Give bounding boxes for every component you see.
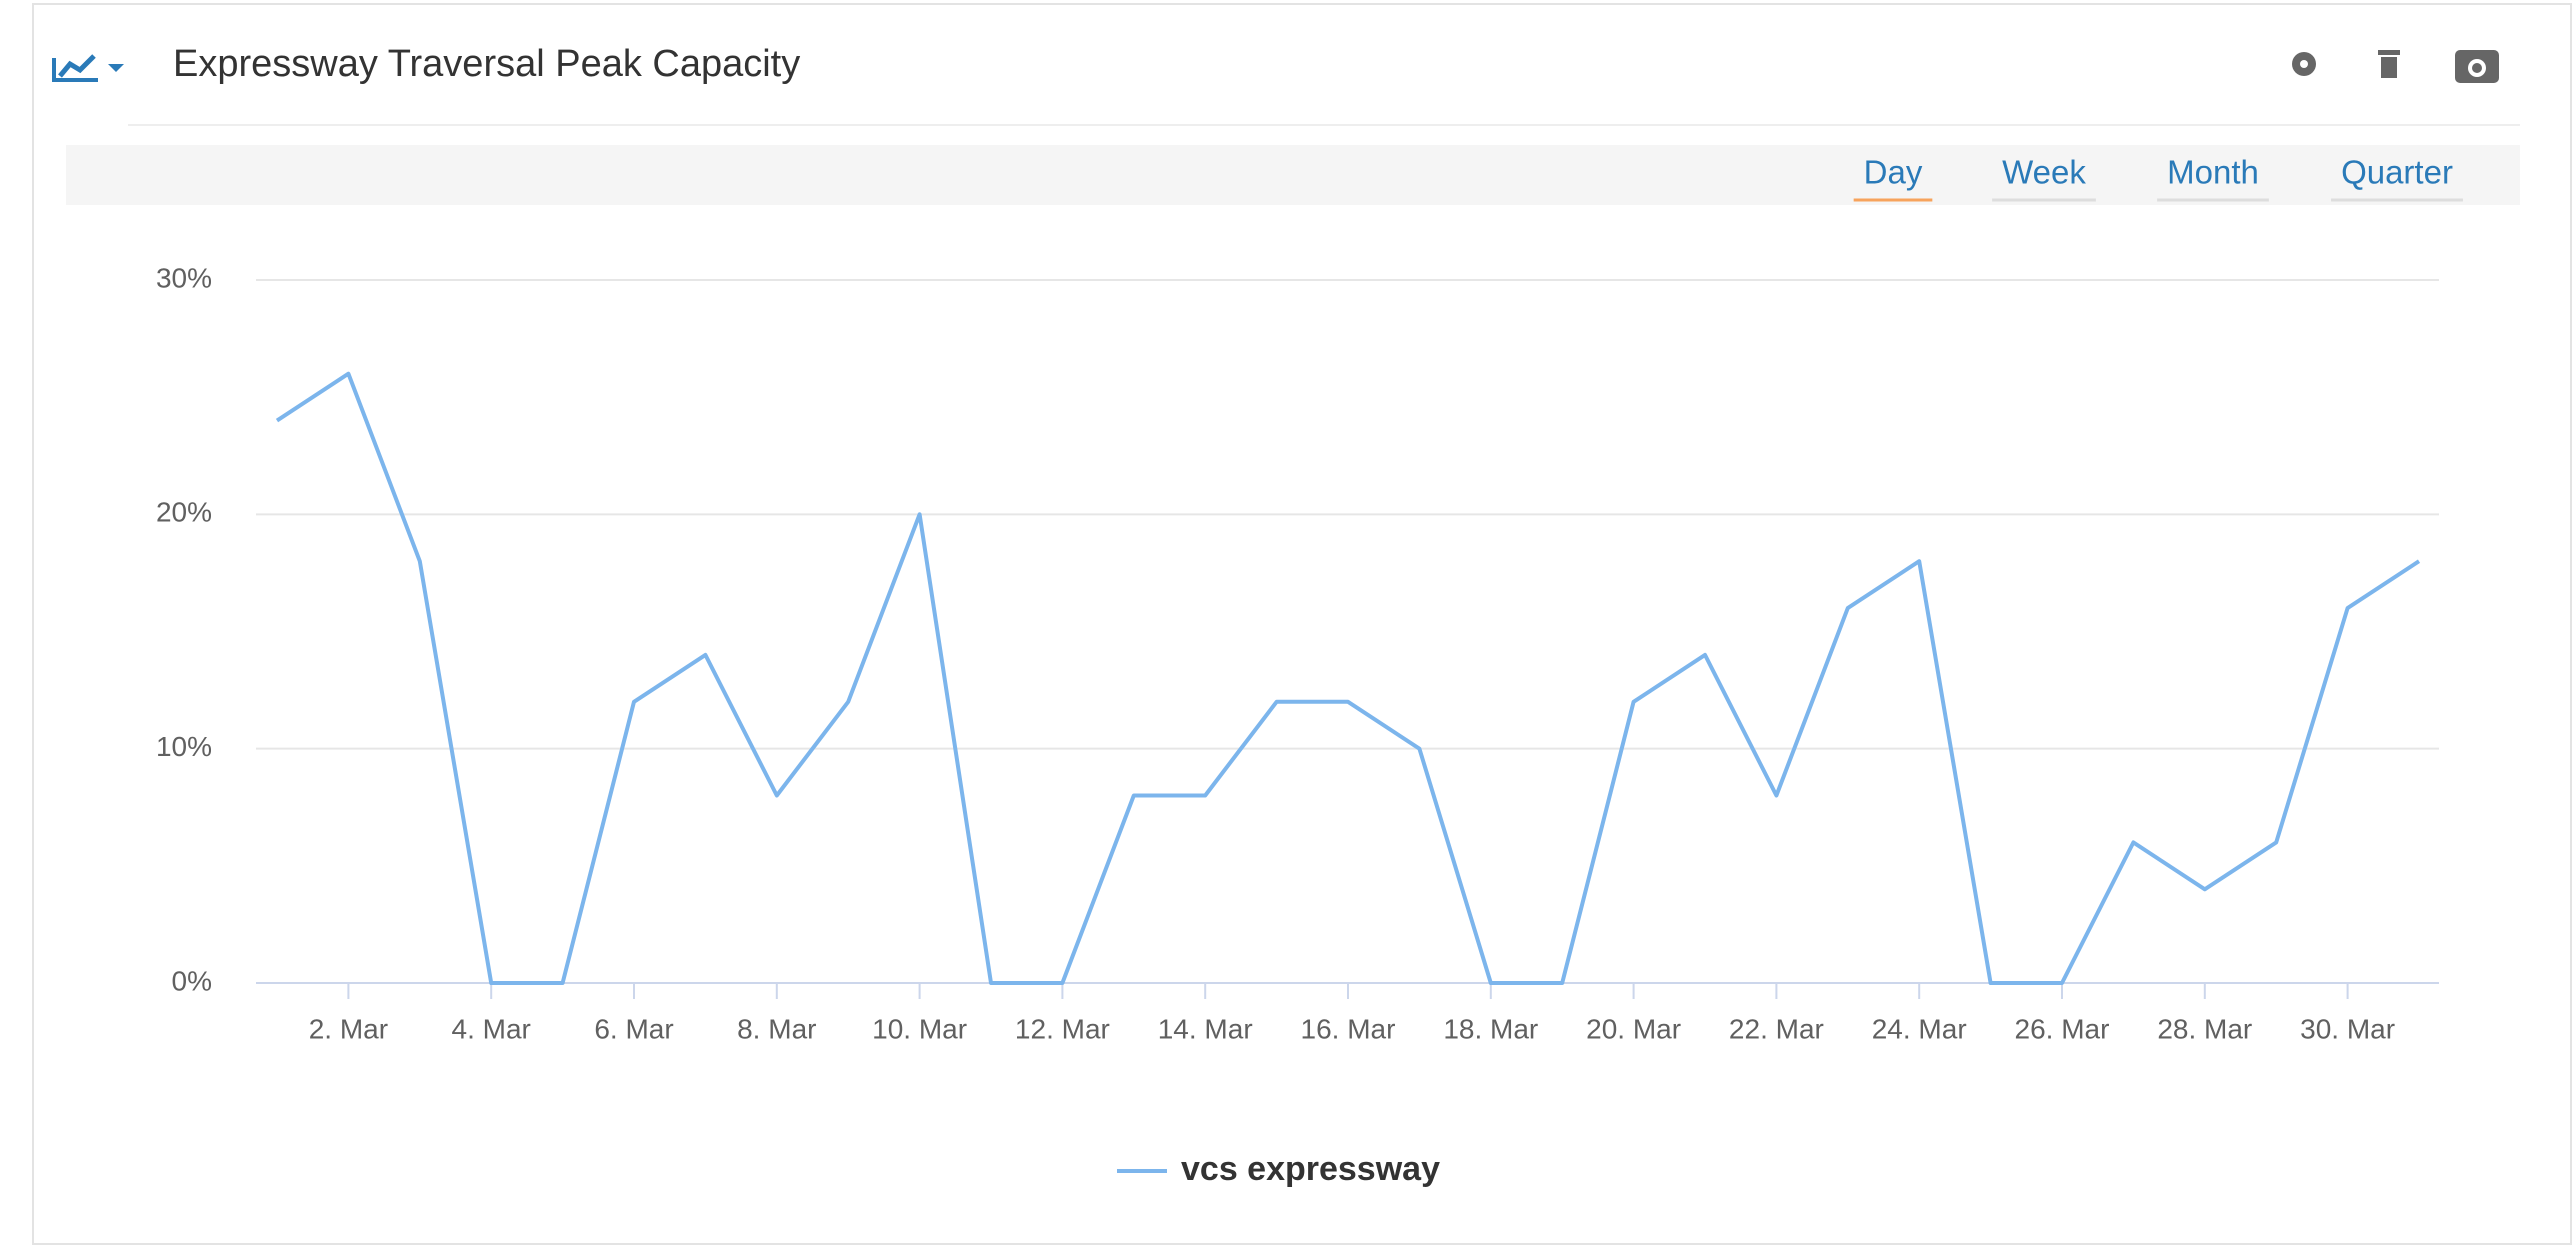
x-tick-label: 22. Mar bbox=[1729, 1013, 1824, 1044]
period-bar bbox=[66, 145, 2520, 205]
x-tick-label: 10. Mar bbox=[872, 1013, 967, 1044]
widget-frame bbox=[32, 3, 2572, 1245]
period-tab[interactable]: Quarter bbox=[2341, 154, 2453, 191]
x-tick-label: 16. Mar bbox=[1301, 1013, 1396, 1044]
chart-icon-line bbox=[58, 54, 96, 78]
x-tick-label: 6. Mar bbox=[594, 1013, 673, 1044]
trash-lid bbox=[2378, 50, 2400, 55]
camera-lens-inner bbox=[2472, 63, 2482, 73]
x-tick-label: 24. Mar bbox=[1872, 1013, 1967, 1044]
x-tick-label: 14. Mar bbox=[1158, 1013, 1253, 1044]
x-tick-label: 18. Mar bbox=[1443, 1013, 1538, 1044]
plot: 0% 10% 20% 30% 2. Mar 4. Mar 6. Mar 8. Mar 10. M… bbox=[156, 262, 2439, 1044]
x-tick-label: 4. Mar bbox=[452, 1013, 531, 1044]
gear-hole bbox=[2300, 60, 2308, 68]
period-tab[interactable]: Month bbox=[2167, 154, 2259, 191]
legend-label[interactable]: vcs expressway bbox=[1181, 1150, 1440, 1188]
x-tick-label: 20. Mar bbox=[1586, 1013, 1681, 1044]
period-tabs: Day Week Month Quarter bbox=[1853, 154, 2463, 202]
chart-icon-axis bbox=[52, 58, 98, 82]
x-tick-label: 12. Mar bbox=[1015, 1013, 1110, 1044]
chart-type-menu[interactable] bbox=[52, 52, 124, 84]
dropdown-caret bbox=[108, 64, 124, 72]
legend[interactable]: vcs expressway bbox=[1117, 1150, 1440, 1188]
period-tab[interactable]: Week bbox=[2002, 154, 2086, 191]
series-line bbox=[275, 371, 2421, 985]
widget-title: Expressway Traversal Peak Capacity bbox=[173, 43, 800, 85]
y-tick-label: 30% bbox=[156, 262, 212, 293]
x-tick-label: 28. Mar bbox=[2157, 1013, 2252, 1044]
trash-body bbox=[2381, 57, 2397, 78]
x-tick-label: 26. Mar bbox=[2015, 1013, 2110, 1044]
y-tick-label: 20% bbox=[156, 497, 212, 528]
y-tick-label: 0% bbox=[172, 965, 212, 996]
snapshot-button[interactable] bbox=[2455, 50, 2499, 83]
x-tick-label: 8. Mar bbox=[737, 1013, 816, 1044]
y-tick-label: 10% bbox=[156, 731, 212, 762]
period-tab[interactable]: Day bbox=[1864, 154, 1923, 191]
delete-button[interactable] bbox=[2378, 50, 2400, 78]
settings-button[interactable] bbox=[2292, 52, 2316, 76]
x-tick-label: 2. Mar bbox=[309, 1013, 388, 1044]
x-tick-label: 30. Mar bbox=[2300, 1013, 2395, 1044]
